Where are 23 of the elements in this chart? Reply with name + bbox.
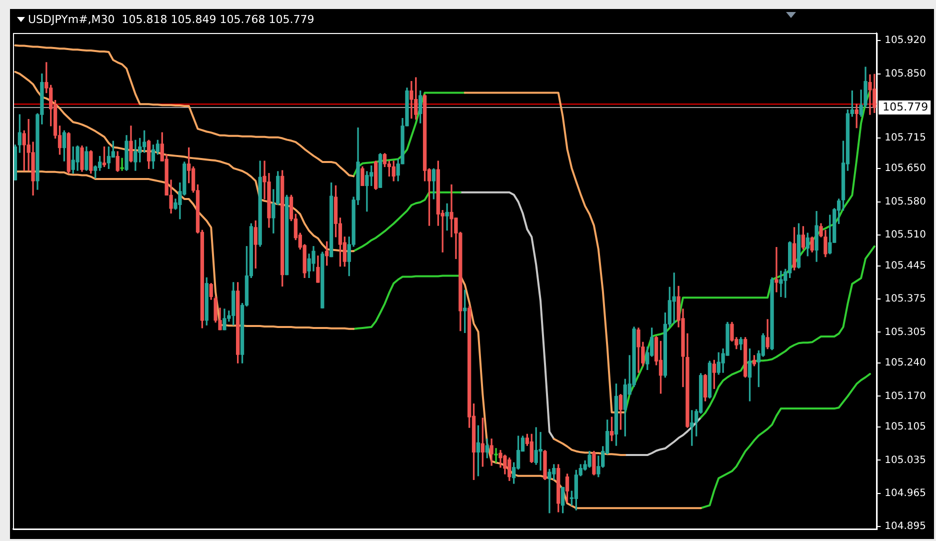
y-tick-label: 105.580 xyxy=(884,196,926,208)
y-tick-label: 105.240 xyxy=(884,358,926,369)
y-tick-label: 105.650 xyxy=(884,163,926,174)
y-tick-label: 105.375 xyxy=(884,294,926,305)
y-tick-label: 105.445 xyxy=(884,260,926,272)
y-tick-label: 105.305 xyxy=(884,326,926,338)
candlestick xyxy=(774,247,778,292)
candlestick xyxy=(410,81,414,119)
candlestick xyxy=(120,158,124,171)
candlestick xyxy=(445,203,449,231)
y-tick-label: 104.965 xyxy=(884,488,926,500)
y-tick-label: 105.920 xyxy=(884,35,926,46)
candlestick xyxy=(494,448,498,463)
y-tick-label: 105.105 xyxy=(884,422,926,433)
candlestick xyxy=(779,270,783,297)
y-tick-label: 104.895 xyxy=(884,521,926,532)
ref-line-label: 105.779 xyxy=(882,100,928,114)
y-tick-label: 105.510 xyxy=(884,230,926,241)
y-tick-label: 105.170 xyxy=(884,390,926,402)
chart-title: USDJPYm#,M30 105.818 105.849 105.768 105.779 xyxy=(28,13,314,26)
y-tick-label: 105.035 xyxy=(884,454,926,466)
y-tick-label: 105.850 xyxy=(884,68,926,80)
y-tick-label: 105.715 xyxy=(884,132,926,144)
